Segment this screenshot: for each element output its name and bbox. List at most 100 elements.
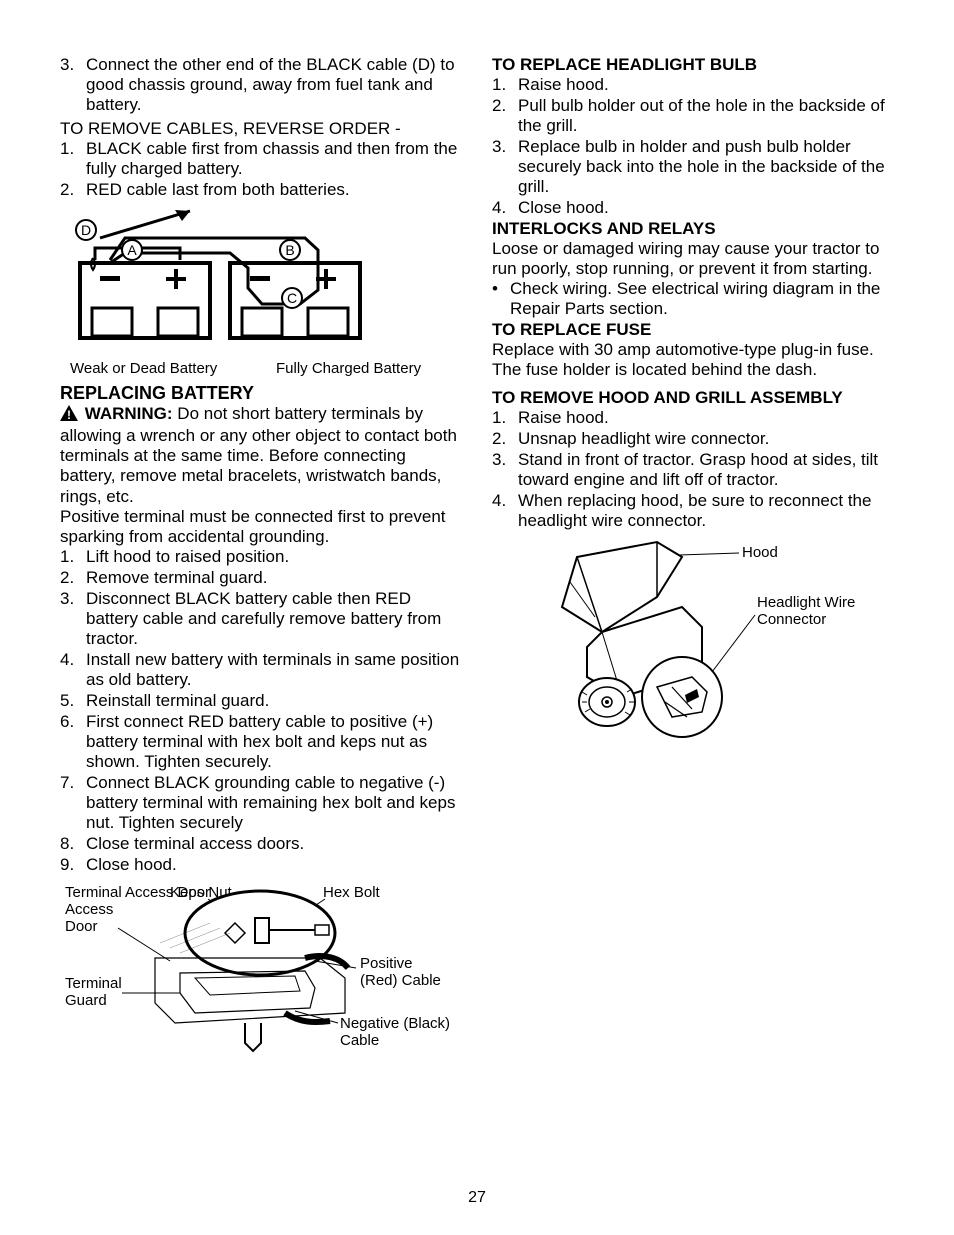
svg-text:Hex Bolt: Hex Bolt	[323, 884, 381, 901]
svg-text:Door: Door	[65, 918, 98, 935]
item-num: 1.	[492, 75, 506, 95]
caption-left: Weak or Dead Battery	[70, 360, 256, 377]
fuse-text: Replace with 30 amp automotive-type plug…	[492, 340, 894, 380]
list-item: 3. Connect the other end of the BLACK ca…	[86, 55, 462, 115]
item-text: First connect RED battery cable to posit…	[86, 712, 433, 771]
item-num: 5.	[60, 691, 74, 711]
item-text: Lift hood to raised position.	[86, 547, 289, 566]
svg-text:Connector: Connector	[757, 611, 826, 628]
item-text: Replace bulb in holder and push bulb hol…	[518, 137, 885, 196]
item-text: BLACK cable first from chassis and then …	[86, 139, 457, 178]
item-num: 2.	[492, 429, 506, 449]
item-num: 6.	[60, 712, 74, 732]
item-num: 3.	[492, 450, 506, 470]
list-item: 1.Lift hood to raised position.	[86, 547, 462, 567]
item-text: Reinstall terminal guard.	[86, 691, 269, 710]
hood-diagram: Hood Headlight Wire Connector	[507, 537, 894, 752]
remove-list: 1. BLACK cable first from chassis and th…	[60, 139, 462, 200]
list-item: 6.First connect RED battery cable to pos…	[86, 712, 462, 772]
item-text: Close hood.	[86, 855, 177, 874]
svg-text:Access: Access	[65, 901, 113, 918]
list-item: 1.Raise hood.	[518, 75, 894, 95]
svg-text:Headlight Wire: Headlight Wire	[757, 594, 855, 611]
item-text: Connect BLACK grounding cable to negativ…	[86, 773, 455, 832]
item-num: 2.	[60, 180, 74, 200]
list-item: 2. RED cable last from both batteries.	[86, 180, 462, 200]
list-item: 4.Close hood.	[518, 198, 894, 218]
interlocks-heading: INTERLOCKS AND RELAYS	[492, 219, 894, 239]
item-num: 4.	[492, 198, 506, 218]
item-text: When replacing hood, be sure to reconnec…	[518, 491, 871, 530]
item-text: Unsnap headlight wire connector.	[518, 429, 769, 448]
svg-text:Cable: Cable	[340, 1032, 379, 1049]
list-item: 5.Reinstall terminal guard.	[86, 691, 462, 711]
item-text: Install new battery with terminals in sa…	[86, 650, 459, 689]
item-text: Disconnect BLACK battery cable then RED …	[86, 589, 441, 648]
item-text: Raise hood.	[518, 408, 609, 427]
warning-icon: !	[60, 405, 78, 426]
svg-text:C: C	[287, 290, 297, 306]
item-text: Raise hood.	[518, 75, 609, 94]
item-num: 7.	[60, 773, 74, 793]
list-item: 4.When replacing hood, be sure to reconn…	[518, 491, 894, 531]
item-num: 3.	[60, 55, 74, 75]
item-text: RED cable last from both batteries.	[86, 180, 350, 199]
battery-diagram: D A B C Weak or Dead Battery Fully Charg…	[70, 208, 462, 377]
list-item: 2.Unsnap headlight wire connector.	[518, 429, 894, 449]
bullet-text: Check wiring. See electrical wiring diag…	[510, 279, 880, 318]
item-text: Close terminal access doors.	[86, 834, 304, 853]
svg-text:!: !	[67, 408, 71, 421]
item-text: Remove terminal guard.	[86, 568, 267, 587]
hood-list: 1.Raise hood. 2.Unsnap headlight wire co…	[492, 408, 894, 531]
item-text: Close hood.	[518, 198, 609, 217]
item-num: 1.	[60, 547, 74, 567]
hood-heading: TO REMOVE HOOD AND GRILL ASSEMBLY	[492, 388, 894, 408]
right-column: TO REPLACE HEADLIGHT BULB 1.Raise hood. …	[492, 55, 894, 1069]
list-item: 3.Replace bulb in holder and push bulb h…	[518, 137, 894, 197]
list-item: 9. Close hood.	[86, 855, 462, 875]
item-num: 4.	[492, 491, 506, 511]
item-num: 4.	[60, 650, 74, 670]
warning-paragraph: ! WARNING: Do not short battery terminal…	[60, 404, 462, 506]
item-num: 2.	[60, 568, 74, 588]
list-item: 8. Close terminal access doors.	[86, 834, 462, 854]
svg-text:Terminal: Terminal	[65, 975, 122, 992]
interlocks-bullet: Check wiring. See electrical wiring diag…	[492, 279, 894, 319]
svg-text:A: A	[127, 242, 137, 258]
svg-text:D: D	[81, 222, 91, 238]
svg-text:Hood: Hood	[742, 544, 778, 561]
list-item: 4.Install new battery with terminals in …	[86, 650, 462, 690]
headlight-heading: TO REPLACE HEADLIGHT BULB	[492, 55, 894, 75]
item-num: 9.	[60, 855, 74, 875]
intro-list: 3. Connect the other end of the BLACK ca…	[60, 55, 462, 115]
item-num: 3.	[492, 137, 506, 157]
item-num: 1.	[60, 139, 74, 159]
list-item: 7.Connect BLACK grounding cable to negat…	[86, 773, 462, 833]
list-item: 3.Disconnect BLACK battery cable then RE…	[86, 589, 462, 649]
item-text: Pull bulb holder out of the hole in the …	[518, 96, 885, 135]
terminal-diagram: Terminal Access Door Access Door Keps Nu…	[60, 883, 462, 1063]
page-columns: 3. Connect the other end of the BLACK ca…	[60, 55, 894, 1069]
positive-text: Positive terminal must be connected firs…	[60, 507, 462, 547]
battery-captions: Weak or Dead Battery Fully Charged Batte…	[70, 360, 462, 377]
svg-text:(Red) Cable: (Red) Cable	[360, 972, 441, 989]
list-item: 1. BLACK cable first from chassis and th…	[86, 139, 462, 179]
caption-right: Fully Charged Battery	[276, 360, 462, 377]
item-text: Connect the other end of the BLACK cable…	[86, 55, 455, 114]
list-item: 3.Stand in front of tractor. Grasp hood …	[518, 450, 894, 490]
item-num: 3.	[60, 589, 74, 609]
item-text: Stand in front of tractor. Grasp hood at…	[518, 450, 878, 489]
item-num: 8.	[60, 834, 74, 854]
left-column: 3. Connect the other end of the BLACK ca…	[60, 55, 462, 1069]
item-num: 2.	[492, 96, 506, 116]
list-item: 2.Pull bulb holder out of the hole in th…	[518, 96, 894, 136]
warning-label: WARNING:	[85, 404, 173, 423]
replacing-heading: REPLACING BATTERY	[60, 383, 462, 404]
list-item: 1.Raise hood.	[518, 408, 894, 428]
svg-text:Guard: Guard	[65, 992, 107, 1009]
interlocks-text: Loose or damaged wiring may cause your t…	[492, 239, 894, 279]
fuse-heading: TO REPLACE FUSE	[492, 320, 894, 340]
item-num: 1.	[492, 408, 506, 428]
svg-text:Positive: Positive	[360, 955, 413, 972]
headlight-list: 1.Raise hood. 2.Pull bulb holder out of …	[492, 75, 894, 218]
